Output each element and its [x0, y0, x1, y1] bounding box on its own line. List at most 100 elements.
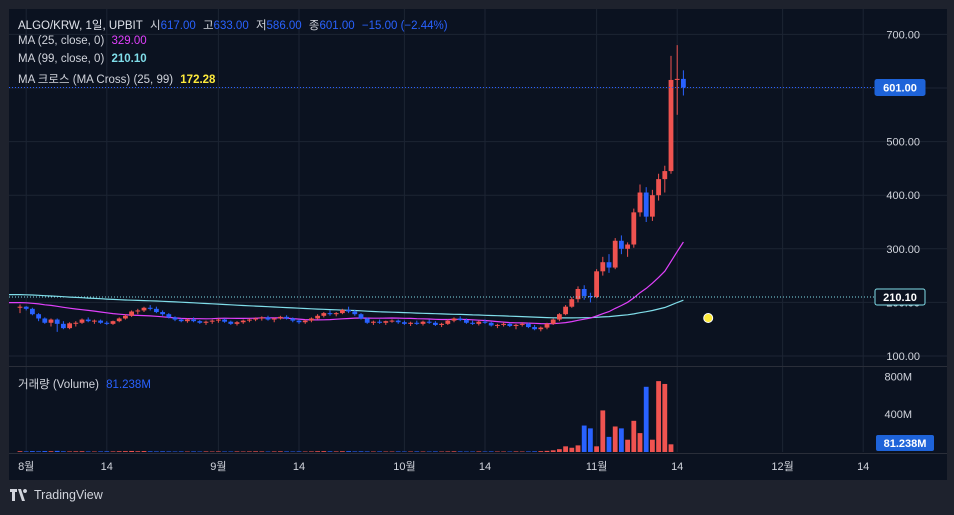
volume-bar: [625, 439, 630, 452]
candle: [278, 315, 283, 320]
volume-bar: [247, 451, 252, 452]
candle-body: [612, 240, 618, 268]
volume-bars[interactable]: [17, 381, 674, 452]
candle-body: [519, 323, 525, 325]
candle: [154, 306, 159, 314]
candle-body: [550, 319, 556, 324]
volume-bar: [321, 451, 327, 452]
volume-bar: [23, 451, 29, 452]
volume-bar: [79, 451, 85, 452]
volume-bar: [278, 451, 283, 452]
candle-body: [296, 320, 302, 323]
ma25-legend[interactable]: MA (25, close, 0) 329.00: [18, 35, 151, 47]
candle: [420, 320, 426, 326]
candle: [191, 317, 196, 323]
tradingview-logo[interactable]: TradingView: [10, 488, 103, 502]
candle: [30, 307, 35, 316]
time-tick-label: 14: [479, 461, 491, 473]
ma99-legend[interactable]: MA (99, close, 0) 210.10: [18, 53, 151, 65]
candle-body: [340, 309, 345, 314]
open-label: 시: [149, 20, 161, 32]
candle: [141, 306, 147, 313]
candle: [594, 269, 599, 299]
volume-bar: [358, 451, 364, 452]
volume-bar: [98, 451, 103, 452]
candle-body: [681, 78, 686, 88]
candle: [346, 306, 351, 314]
low-value: 586.00: [266, 20, 302, 32]
grid-lines: [9, 9, 947, 454]
volume-label: 거래량 (Volume): [18, 379, 99, 391]
candle-body: [147, 307, 153, 309]
candle-body: [513, 324, 519, 326]
volume-bar: [588, 428, 593, 452]
volume-bar: [48, 451, 54, 452]
volume-bar: [315, 451, 320, 452]
low-label: 저: [255, 20, 267, 32]
candle: [389, 319, 395, 323]
candle: [377, 319, 382, 324]
candle: [550, 318, 556, 325]
candle: [216, 318, 221, 323]
candle-body: [668, 79, 674, 172]
candle: [247, 318, 252, 323]
volume-bar: [538, 451, 544, 452]
candle: [172, 316, 178, 322]
candle-body: [197, 321, 203, 323]
close-label: 종: [308, 20, 320, 32]
high-label: 고: [202, 20, 214, 32]
candle: [557, 313, 562, 322]
volume-axis[interactable]: 400M 800M: [884, 371, 912, 421]
volume-bar: [650, 439, 655, 452]
candle-body: [563, 306, 568, 315]
candle-body: [501, 323, 506, 325]
candle-body: [327, 313, 333, 315]
candle-body: [73, 322, 79, 324]
candle-body: [352, 311, 358, 315]
volume-tag-text: 81.238M: [884, 438, 927, 450]
candle-body: [116, 318, 122, 322]
candle-body: [321, 313, 327, 316]
ma99-tag-text: 210.10: [883, 292, 917, 304]
candle-body: [433, 322, 438, 325]
candle-body: [594, 271, 599, 298]
candle-body: [600, 262, 606, 272]
candle: [284, 315, 289, 320]
candle-body: [290, 318, 296, 321]
candle-body: [662, 171, 668, 180]
candle: [395, 319, 401, 324]
volume-bar: [154, 451, 159, 452]
symbol-title[interactable]: ALGO/KRW, 1일, UPBIT: [18, 20, 143, 32]
candle-body: [278, 316, 283, 319]
time-axis[interactable]: 8월 14 9월 14 10월 14 11월 14 12월 14: [18, 460, 869, 473]
volume-bar: [569, 447, 575, 452]
last-price-tag: 601.00: [874, 78, 926, 96]
volume-tick-label: 400M: [884, 409, 912, 421]
volume-bar: [414, 451, 420, 452]
candle: [488, 321, 494, 327]
candle: [575, 286, 581, 303]
candle-body: [203, 321, 209, 323]
ma-cross-legend[interactable]: MA 크로스 (MA Cross) (25, 99) 172.28: [18, 71, 219, 87]
candle: [544, 322, 550, 330]
candle: [352, 309, 358, 316]
candle: [637, 184, 643, 217]
ma99-tag: 210.10: [874, 288, 926, 306]
axis-tags: 601.00 210.10 81.238M: [874, 78, 934, 451]
ma25-label: MA (25, close, 0): [18, 35, 105, 47]
candle: [116, 317, 122, 323]
candle: [457, 316, 463, 322]
volume-bar: [116, 451, 122, 452]
volume-legend[interactable]: 거래량 (Volume) 81.238M: [18, 376, 155, 392]
candle: [445, 319, 451, 325]
candle-body: [123, 315, 128, 319]
volume-bar: [643, 386, 649, 452]
volume-bar: [433, 451, 438, 452]
candles[interactable]: [17, 45, 686, 332]
time-tick-label: 14: [293, 461, 305, 473]
candle-body: [309, 318, 314, 321]
candle-body: [271, 318, 277, 320]
volume-bar: [563, 446, 568, 452]
candle: [681, 70, 686, 96]
